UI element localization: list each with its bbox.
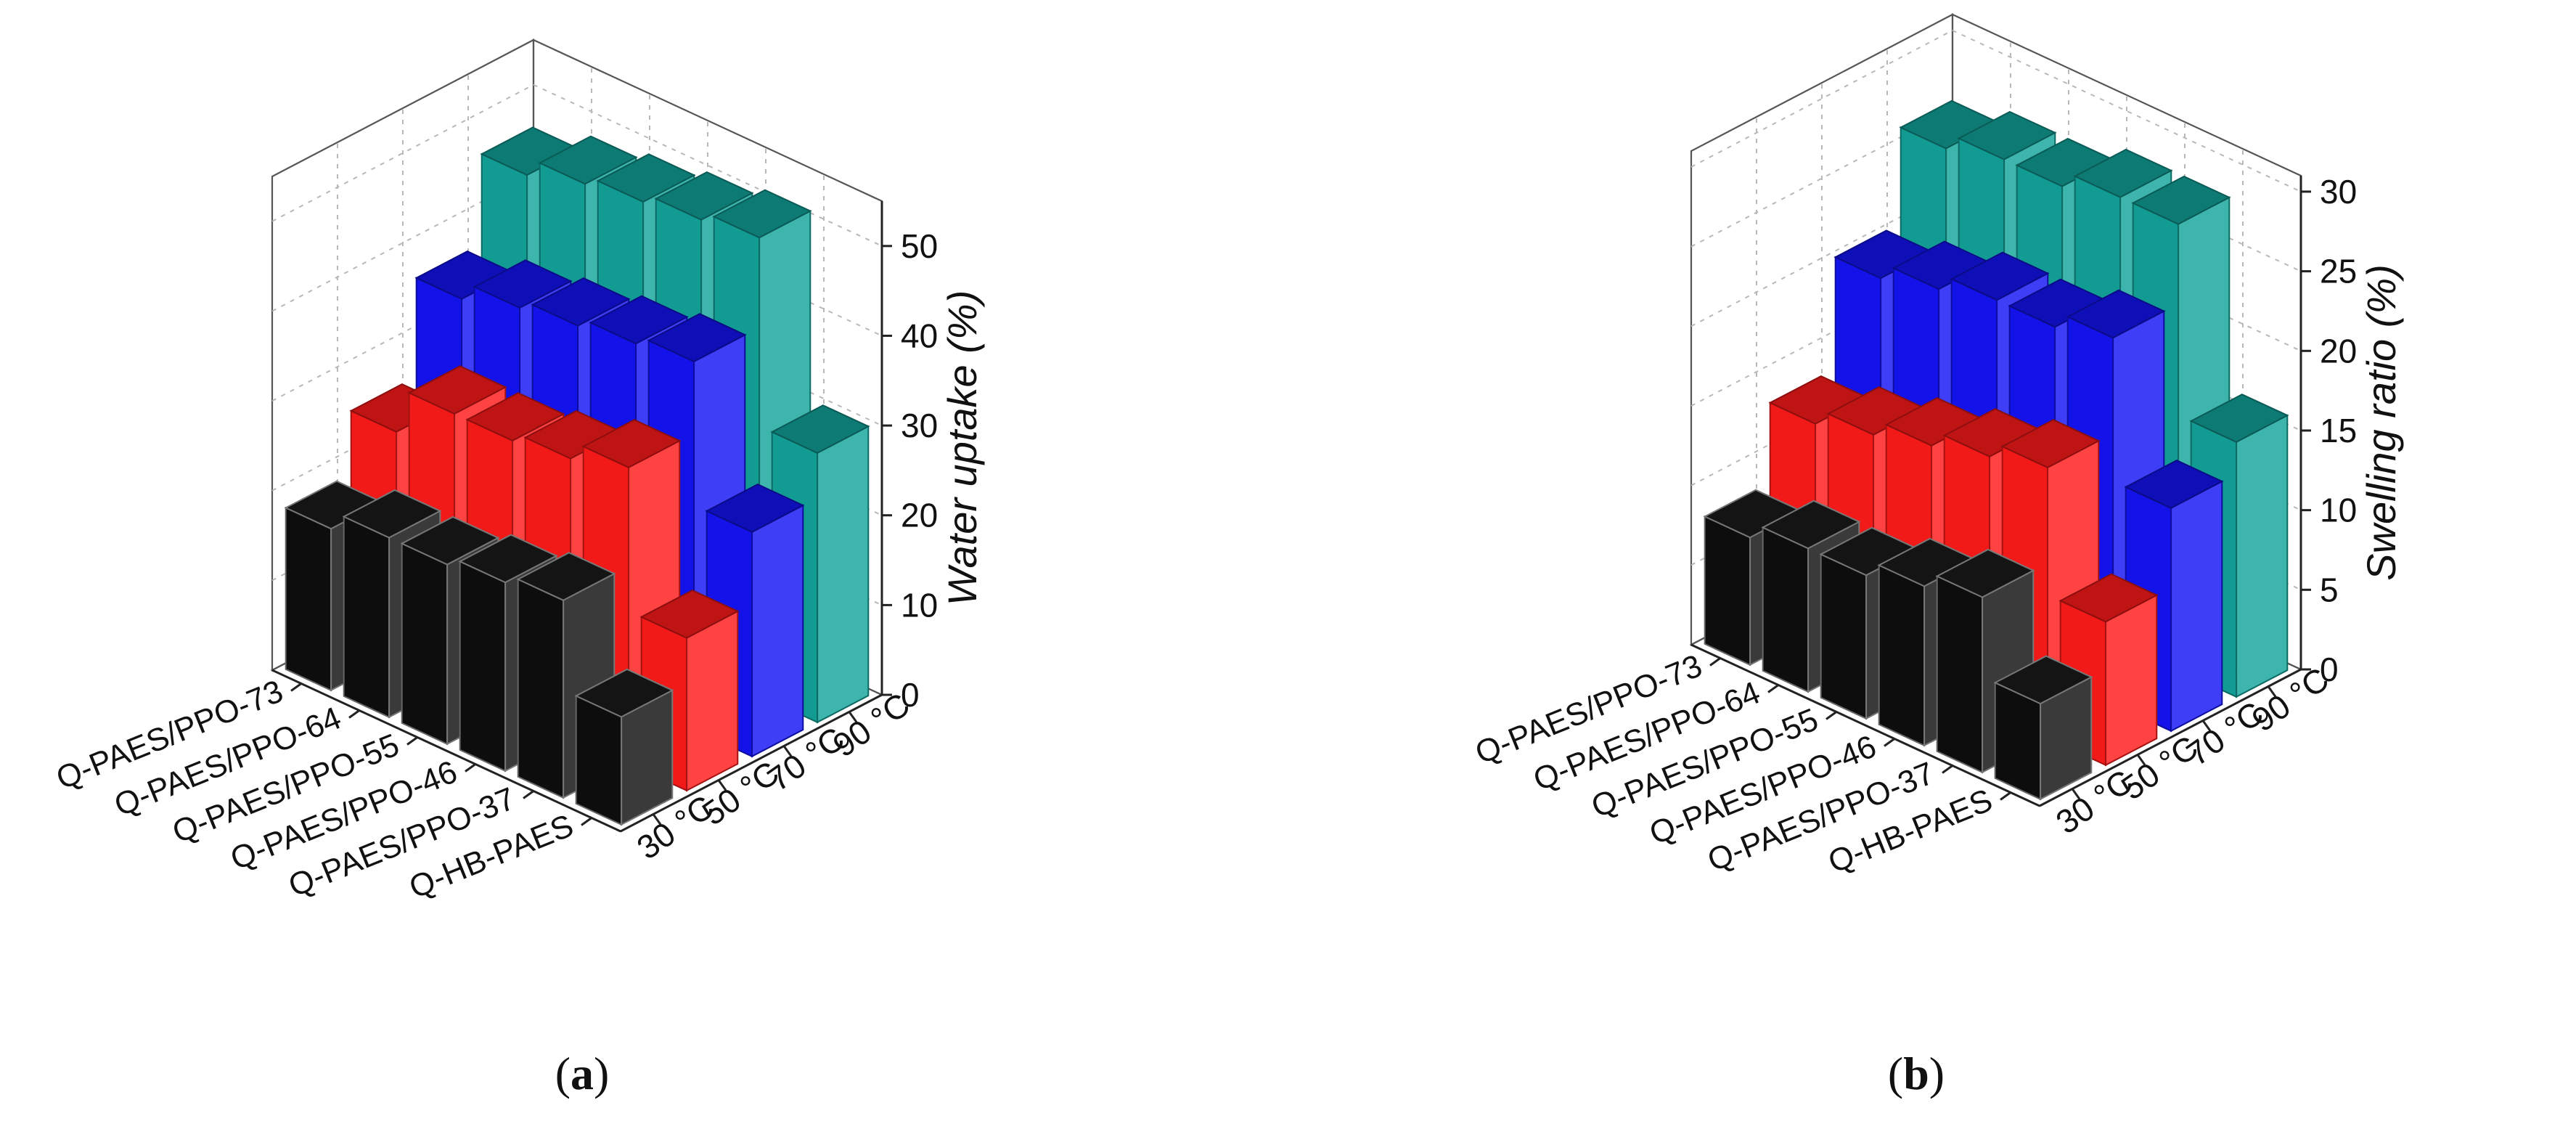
z-tick-label: 30 [901,407,938,444]
z-tick-label: 0 [2320,651,2339,688]
bar-top-face [458,534,558,584]
sample-tick [1767,684,1779,693]
bar-side-face [459,560,507,773]
z-tick-label: 0 [901,676,920,714]
temperature-tick [2136,754,2146,766]
bar-top-face [1950,251,2050,301]
temperature-tick [652,813,662,826]
z-tick-label: 20 [2320,332,2357,370]
bar-top-face [342,489,442,539]
bar-side-face [517,578,565,799]
bar-top-face [2000,419,2101,469]
panel-label-b: (b) [1888,1048,1945,1099]
z-tick-label: 30 [2320,173,2357,211]
temperature-tick [782,745,793,757]
sample-tick [1884,738,1895,747]
sample-axis [271,669,621,833]
bar-top-face [516,552,616,601]
temperature-tick [2071,788,2081,800]
bar-top-face [1993,655,2093,705]
bar-top-face [647,313,747,363]
bar-top-face [465,392,565,442]
sample-tick [406,736,418,746]
temperature-tick [717,779,727,791]
sample-tick [290,682,302,692]
z-tick-label: 5 [2320,571,2339,608]
z-tick-label: 50 [901,227,938,265]
bar-top-face [654,171,754,221]
bar-top-face [1761,500,1861,550]
temperature-tick [2267,685,2277,698]
bar-top-face [538,135,638,185]
bar-q-hb-paes-0 [574,668,674,826]
bar-top-face [589,295,689,345]
z-axis-title: Swelling ratio (%) [2358,264,2404,581]
bar-top-face [531,277,631,327]
bar-side-face [1936,575,1984,774]
bar-top-face [712,189,812,239]
sample-axis [1690,643,2040,807]
temperature-tick [848,711,858,723]
temperature-tick [2201,720,2212,732]
bar-q-hb-paes-2 [2124,459,2224,733]
sample-tick [465,763,476,773]
bar-side-face [343,515,391,719]
temperature-axis [620,693,883,833]
bar-front-face [686,610,739,792]
bar-side-face [1762,526,1810,693]
z-tick-label: 20 [901,497,938,534]
bar-top-face [770,404,870,455]
sample-tick [348,709,360,719]
z-tick-label: 15 [2320,412,2357,449]
bar-front-face [751,504,804,758]
bar-side-face [575,694,623,826]
bar-front-face [817,425,870,724]
bar-side-face [1820,553,1868,720]
z-tick-label: 40 [901,317,938,354]
z-tick-label: 10 [901,586,938,624]
z-tick-label: 10 [2320,492,2357,529]
sample-tick [2000,791,2011,801]
bar-top-face [473,259,573,309]
bar-top-face [2124,459,2224,509]
bar-top-face [639,589,740,639]
bar-side-face [1704,515,1751,667]
bar-top-face [2058,573,2159,623]
bar-side-face [401,542,449,746]
bar-side-face [285,506,332,692]
z-tick-label: 25 [2320,253,2357,290]
temperature-axis [2039,668,2302,807]
bar-side-face [1878,563,1926,747]
bar-top-face [407,365,507,415]
bar-front-face [2170,480,2223,733]
bar-top-face [705,483,805,533]
bar-top-face [2073,148,2173,198]
bar-top-face [2189,394,2289,443]
z-axis-title: Water uptake (%) [939,290,985,606]
bar-top-face [596,153,696,203]
bar-front-face [2105,594,2158,767]
panel-label-a: (a) [555,1048,610,1099]
bar-front-face [2236,414,2289,698]
bar-top-face [574,668,674,718]
bar-top-face [2131,175,2231,225]
sample-tick [1825,711,1837,720]
bar-top-face [2066,289,2166,339]
bar-top-face [1957,110,2057,160]
bar-top-face [581,419,682,468]
bar-q-hb-paes-0 [1993,655,2093,801]
sample-tick [1942,765,1953,774]
sample-tick [1709,657,1721,667]
bar-top-face [1935,548,2035,598]
sample-tick [523,790,534,799]
sample-tick [581,817,592,826]
bar-top-face [400,515,500,566]
